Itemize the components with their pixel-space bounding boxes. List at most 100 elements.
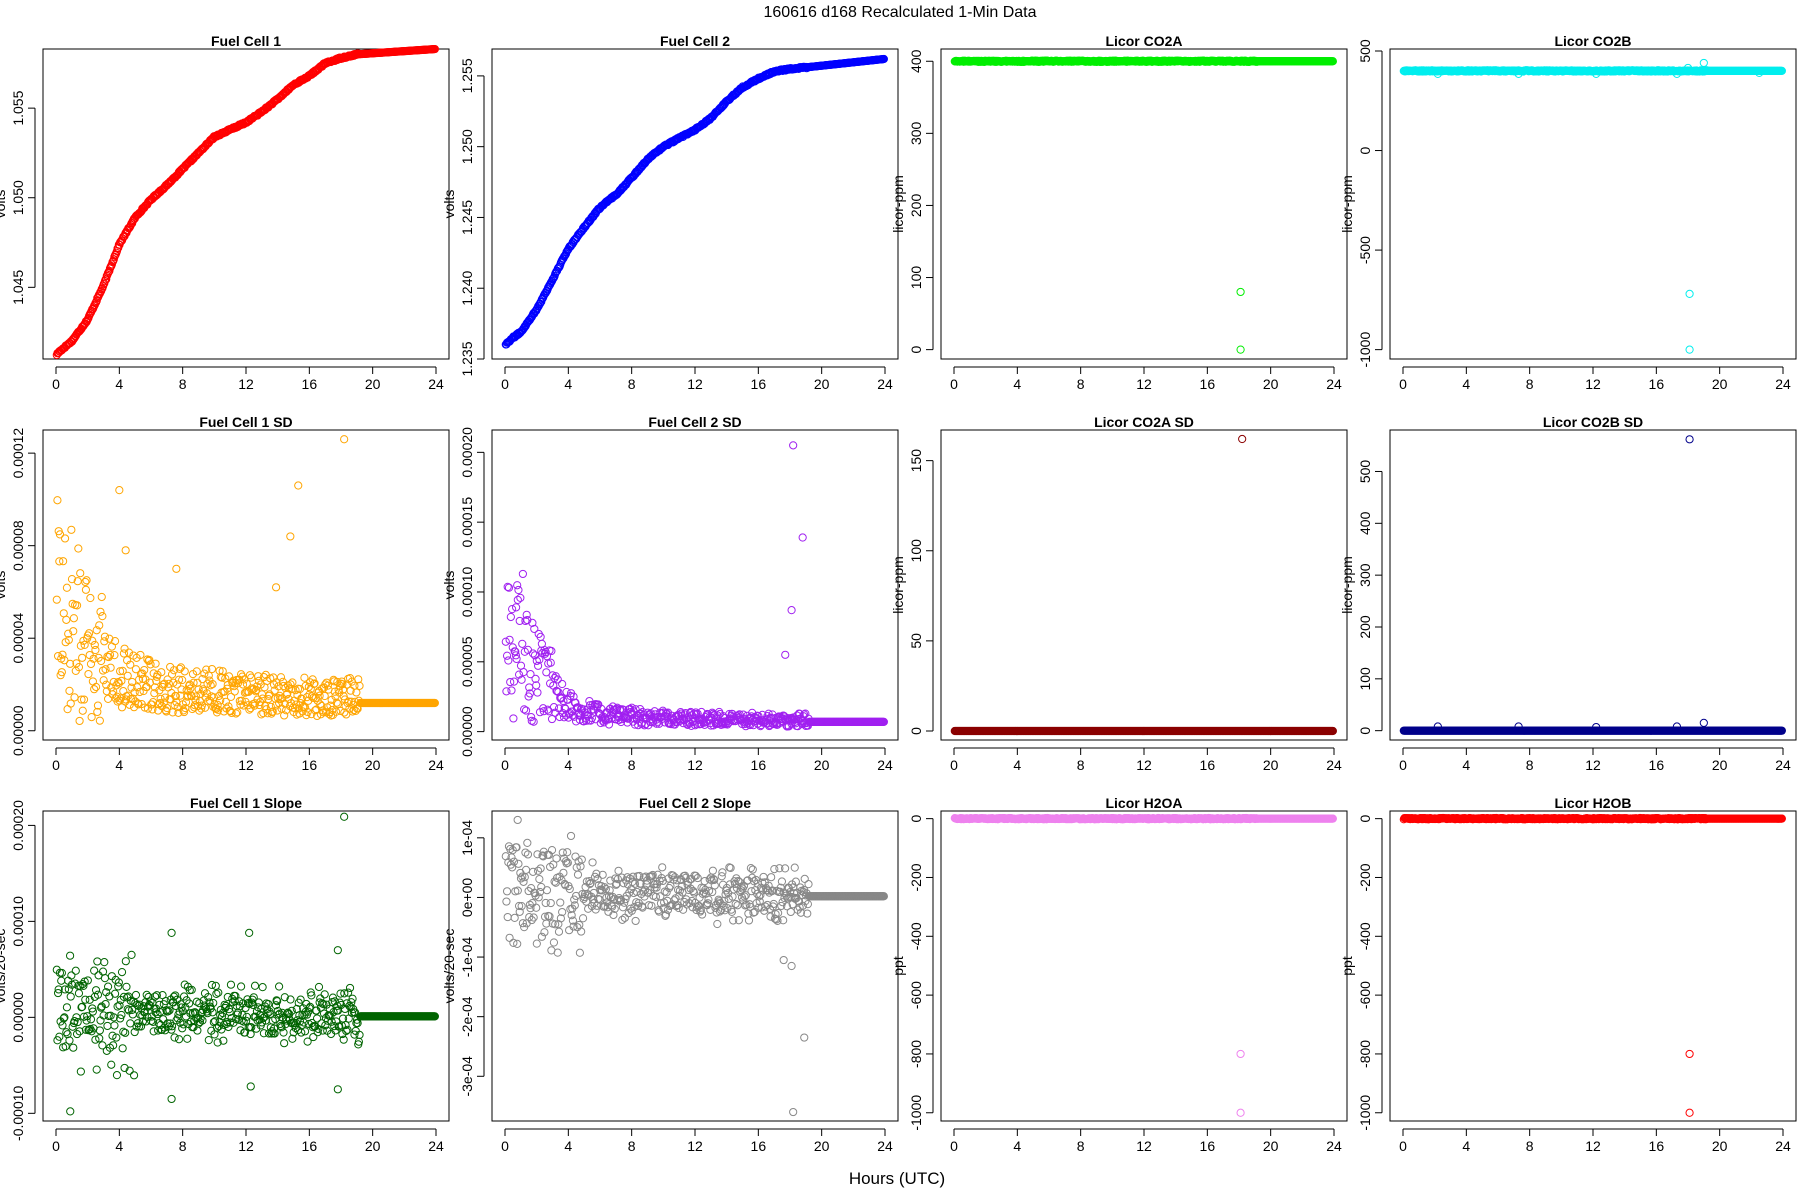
series-fuel-cell-2-points xyxy=(501,54,888,349)
y-tick-label: 50 xyxy=(908,633,924,649)
data-point xyxy=(518,569,527,579)
data-point xyxy=(107,642,116,651)
data-point xyxy=(82,576,91,585)
data-point xyxy=(78,706,87,715)
data-point xyxy=(355,681,364,690)
data-point xyxy=(133,699,142,708)
data-point xyxy=(67,575,77,584)
data-point xyxy=(131,665,141,674)
data-point xyxy=(90,685,99,694)
data-point xyxy=(1514,69,1523,78)
data-point xyxy=(84,669,93,679)
x-tick-label: 16 xyxy=(751,376,767,392)
data-point xyxy=(106,663,115,672)
data-point xyxy=(168,708,177,717)
data-point xyxy=(75,716,84,726)
x-tick-label: 12 xyxy=(238,376,254,392)
data-point xyxy=(169,666,179,675)
data-point xyxy=(64,629,73,638)
data-point xyxy=(231,709,241,718)
data-point xyxy=(320,691,329,701)
y-axis-label: licor-ppm xyxy=(890,556,906,614)
data-point xyxy=(55,530,65,539)
data-point xyxy=(507,686,516,695)
x-tick-label: 12 xyxy=(1136,376,1152,392)
y-tick-label: -1000 xyxy=(1357,332,1373,368)
x-tick-label: 20 xyxy=(365,757,381,773)
data-point xyxy=(72,601,82,610)
data-point xyxy=(121,546,130,555)
y-tick-label: 1.055 xyxy=(10,90,26,125)
data-point xyxy=(87,713,96,722)
data-point xyxy=(145,655,154,665)
y-tick-label: 1.250 xyxy=(459,129,475,164)
data-point xyxy=(86,659,96,669)
data-point xyxy=(1685,289,1694,298)
panel-title: Fuel Cell 2 SD xyxy=(648,414,741,430)
y-axis-label: volts xyxy=(441,190,457,219)
data-point xyxy=(502,651,512,660)
data-point xyxy=(514,585,523,595)
data-point xyxy=(174,708,183,717)
data-point xyxy=(229,676,238,685)
data-point xyxy=(69,614,78,623)
data-point xyxy=(206,681,215,690)
x-tick-label: 0 xyxy=(950,757,958,773)
x-tick-label: 4 xyxy=(115,757,123,773)
data-point xyxy=(110,637,120,646)
data-point xyxy=(62,615,71,624)
data-point xyxy=(213,700,222,709)
data-point xyxy=(223,684,232,693)
data-point xyxy=(173,680,182,689)
x-tick-label: 16 xyxy=(1200,376,1216,392)
data-point xyxy=(192,667,201,676)
x-tick-label: 12 xyxy=(1585,376,1601,392)
data-point xyxy=(509,714,518,723)
data-point xyxy=(124,648,134,657)
data-point xyxy=(227,708,236,718)
data-point xyxy=(79,695,89,704)
data-point xyxy=(1328,57,1337,66)
data-point xyxy=(99,676,108,685)
y-tick-label: 0.00008 xyxy=(10,520,26,571)
data-point xyxy=(104,652,113,662)
panel-title: Licor CO2B SD xyxy=(1543,414,1643,430)
series-licor-co2a-sd-points xyxy=(950,434,1337,736)
data-point xyxy=(101,665,110,674)
data-point xyxy=(78,653,87,662)
x-tick-label: 24 xyxy=(1775,376,1791,392)
x-tick-label: 8 xyxy=(1526,376,1534,392)
x-tick-label: 0 xyxy=(501,757,509,773)
data-point xyxy=(233,679,243,688)
x-tick-label: 8 xyxy=(1077,757,1085,773)
x-tick-label: 4 xyxy=(1013,757,1021,773)
data-point xyxy=(233,708,242,717)
y-tick-label: 500 xyxy=(1357,460,1373,484)
y-axis-label: volts xyxy=(0,190,8,219)
y-tick-label: 400 xyxy=(908,49,924,73)
data-point xyxy=(174,675,184,684)
y-tick-label: 0.00000 xyxy=(459,706,475,757)
data-point xyxy=(103,694,113,704)
data-point xyxy=(118,666,127,675)
data-point xyxy=(120,644,129,653)
x-tick-label: 12 xyxy=(1585,757,1601,773)
data-point xyxy=(179,707,189,717)
x-tick-label: 8 xyxy=(1526,757,1534,773)
data-point xyxy=(506,612,515,622)
data-point xyxy=(1236,287,1245,297)
x-tick-label: 20 xyxy=(1712,757,1728,773)
data-point xyxy=(238,680,248,689)
plot-frame xyxy=(491,429,899,741)
x-tick-label: 16 xyxy=(302,757,318,773)
data-point xyxy=(178,675,187,685)
x-tick-label: 0 xyxy=(1399,376,1407,392)
data-point xyxy=(140,665,149,675)
data-point xyxy=(88,636,97,645)
data-point xyxy=(215,666,224,675)
data-point xyxy=(97,656,106,666)
